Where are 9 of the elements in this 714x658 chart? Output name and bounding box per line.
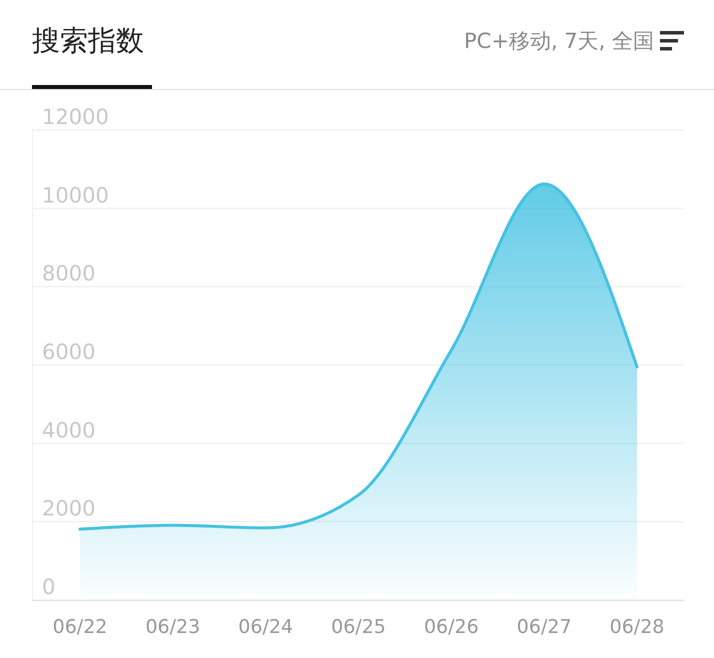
x-tick-label: 06/26 — [424, 616, 479, 638]
x-tick-label: 06/23 — [145, 616, 200, 638]
x-tick-label: 06/28 — [610, 616, 664, 638]
x-tick-label: 06/22 — [52, 616, 108, 638]
chart-title: 搜索指数 — [32, 24, 144, 57]
x-tick-label: 06/25 — [331, 616, 386, 638]
x-tick-label: 06/27 — [516, 616, 572, 638]
chart-subtitle: PC+移动, 7天, 全国 — [464, 29, 654, 53]
x-tick-label: 06/24 — [238, 616, 294, 638]
